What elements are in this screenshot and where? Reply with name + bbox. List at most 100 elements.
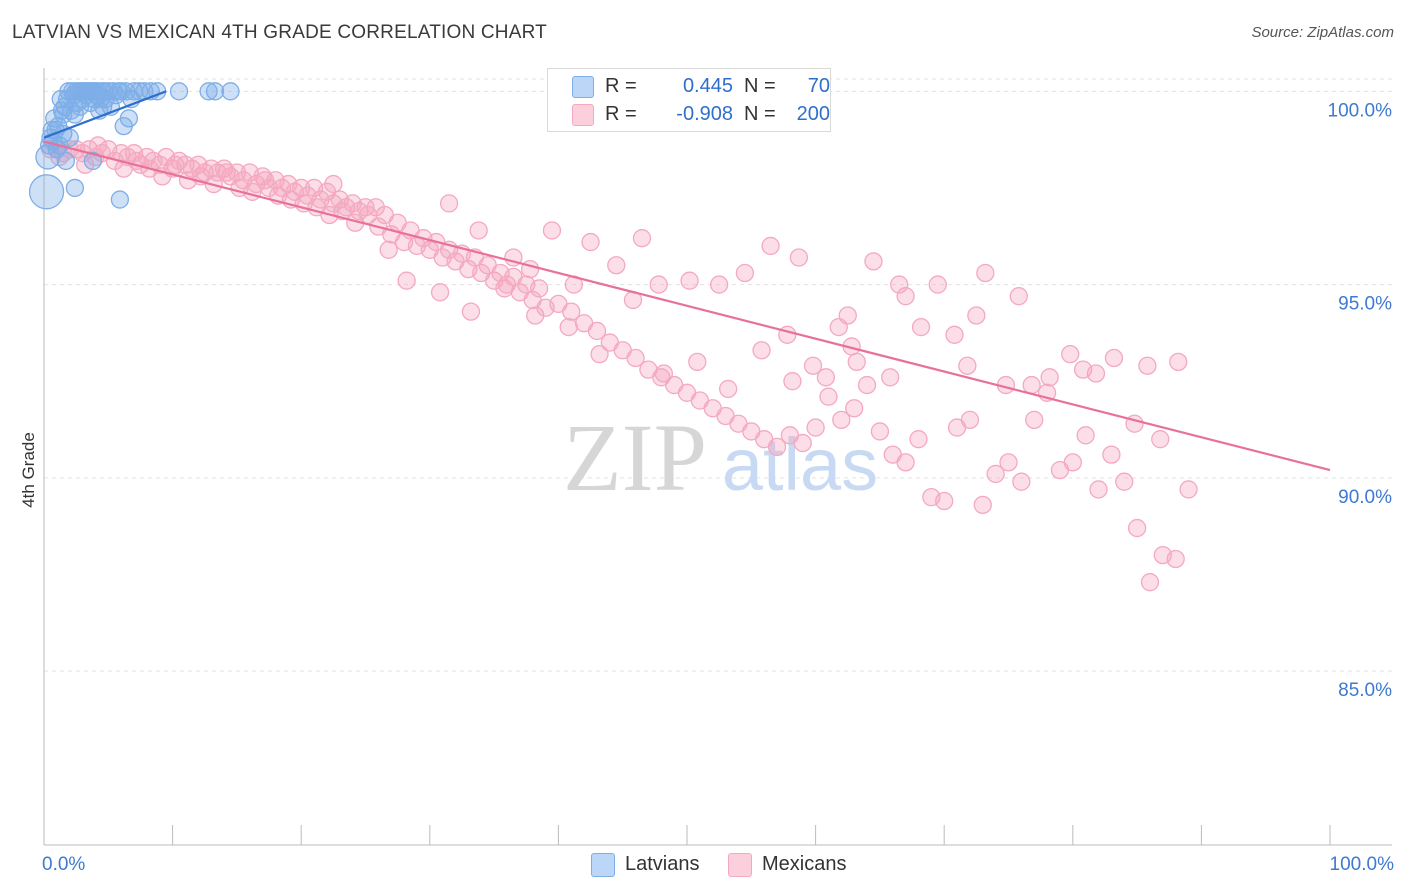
trend-line	[43, 140, 1331, 472]
data-point	[1179, 480, 1198, 499]
data-point	[999, 453, 1018, 472]
data-point	[199, 82, 218, 101]
data-point	[65, 178, 85, 198]
legend-n-label: N =	[744, 75, 776, 97]
data-point	[581, 232, 600, 252]
data-point	[935, 491, 954, 511]
data-point	[945, 325, 964, 344]
data-point	[1012, 472, 1031, 491]
data-point	[816, 368, 836, 387]
data-point	[495, 279, 514, 298]
data-point	[1086, 364, 1106, 383]
data-point	[680, 271, 699, 290]
data-point	[632, 229, 652, 248]
data-point	[83, 151, 103, 171]
data-point	[806, 418, 825, 437]
data-point	[1022, 375, 1041, 395]
axes	[43, 68, 1392, 846]
data-point	[469, 221, 488, 240]
data-point	[1089, 480, 1108, 499]
bottom-legend-swatch-mexicans	[728, 853, 752, 877]
data-point	[366, 198, 385, 217]
legend-n-label: N =	[744, 103, 776, 125]
data-point	[1025, 410, 1044, 430]
data-point	[461, 302, 481, 321]
data-point	[430, 283, 450, 302]
data-point	[845, 399, 864, 418]
y-tick-labels: 85.0% 90.0% 95.0% 100.0%	[1328, 100, 1393, 701]
data-point	[1040, 368, 1059, 387]
data-point	[752, 341, 771, 360]
data-point	[960, 410, 980, 430]
data-point	[881, 368, 900, 387]
legend-r-value: -0.908	[676, 103, 733, 125]
data-point	[626, 348, 645, 368]
data-point	[1009, 287, 1028, 306]
data-point	[205, 82, 225, 101]
data-point	[1063, 453, 1082, 472]
trend-lines	[43, 90, 1331, 472]
data-point	[529, 279, 549, 298]
legend-r-label: R =	[605, 75, 637, 97]
data-point	[819, 387, 838, 406]
data-point	[166, 155, 185, 174]
data-point	[735, 263, 755, 283]
data-point	[649, 275, 668, 294]
data-point	[221, 82, 240, 101]
y-axis-label: 4th Grade	[19, 432, 38, 508]
chart-title: LATVIAN VS MEXICAN 4TH GRADE CORRELATION…	[12, 22, 547, 43]
data-point	[526, 306, 545, 325]
data-point	[110, 190, 130, 209]
data-point	[397, 271, 416, 290]
data-point	[767, 437, 787, 457]
watermark: ZIP atlas	[563, 404, 878, 511]
data-point	[587, 321, 607, 341]
x-tick-label: 100.0%	[1330, 854, 1395, 875]
data-point	[864, 252, 883, 271]
source-label: Source: ZipAtlas.com	[1251, 24, 1394, 41]
data-point	[559, 317, 578, 337]
y-tick-label: 100.0%	[1328, 100, 1393, 121]
data-point	[958, 356, 977, 375]
legend-r-label: R =	[605, 103, 637, 125]
bottom-legend-label: Latvians	[625, 853, 700, 875]
data-point	[256, 171, 275, 190]
data-point	[909, 430, 928, 449]
data-point	[928, 275, 947, 294]
watermark-zip: ZIP	[563, 404, 707, 511]
data-point	[1166, 549, 1185, 569]
data-point	[324, 174, 343, 194]
data-point	[379, 240, 398, 259]
data-point	[783, 372, 802, 391]
data-point	[1061, 344, 1080, 364]
x-tick-labels: 0.0% 100.0%	[42, 854, 1394, 875]
data-point	[56, 151, 76, 171]
data-point	[1076, 426, 1095, 445]
y-tick-label: 85.0%	[1338, 680, 1392, 701]
data-point	[973, 495, 992, 515]
data-point	[654, 364, 674, 383]
data-point	[976, 263, 995, 283]
data-point	[1115, 472, 1134, 491]
data-point	[1151, 430, 1170, 449]
x-tick-label: 0.0%	[42, 854, 85, 875]
data-point	[688, 352, 707, 372]
data-point	[54, 105, 73, 124]
data-point	[1169, 352, 1188, 372]
data-point	[870, 422, 890, 441]
data-point	[832, 410, 851, 430]
data-point	[847, 352, 866, 372]
y-tick-label: 90.0%	[1338, 487, 1392, 508]
data-point	[719, 379, 738, 399]
data-point	[28, 174, 65, 210]
legend-swatch-latvians	[572, 76, 594, 98]
data-point	[562, 302, 581, 321]
data-point	[890, 275, 909, 294]
data-point	[590, 344, 609, 364]
data-point	[60, 128, 79, 147]
data-point	[119, 109, 139, 128]
data-point	[217, 163, 236, 182]
trend-line	[43, 90, 167, 139]
mexicans-points	[41, 136, 1198, 592]
